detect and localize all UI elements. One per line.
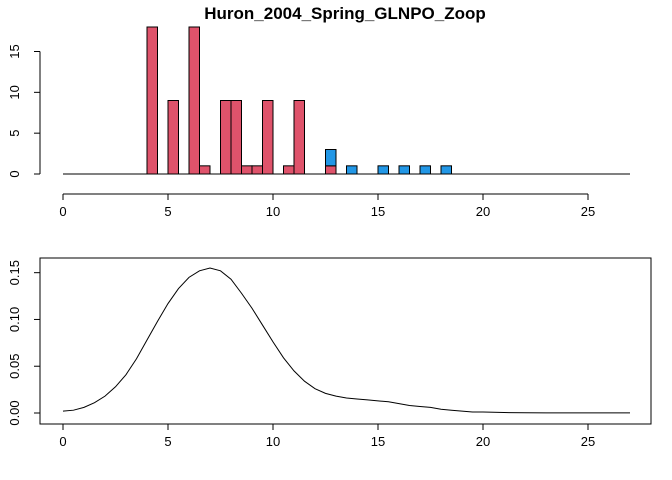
density-x-tick-label: 10 <box>266 434 280 449</box>
bar-s0-2 <box>188 26 200 175</box>
histogram-x-tick-label: 20 <box>476 204 490 219</box>
density-y-tick-label: 0.10 <box>7 307 22 332</box>
density-plot-box <box>39 257 652 425</box>
bar-s0-4 <box>220 100 232 175</box>
bar-s0-1 <box>167 100 179 175</box>
density-x-axis: 0 5 10 15 20 25 <box>59 424 595 449</box>
histogram-y-tick-label: 10 <box>7 85 22 99</box>
bar-s1-0 <box>325 149 337 167</box>
density-x-tick-label: 5 <box>164 434 171 449</box>
bar-s1-2 <box>377 165 389 175</box>
bar-s0-0 <box>146 26 158 175</box>
density-panel: 0.00 0.05 0.10 0.15 0 5 10 15 20 25 <box>7 257 652 449</box>
density-x-tick-label: 15 <box>371 434 385 449</box>
bar-s1-5 <box>440 165 452 175</box>
bar-s0-3 <box>199 165 211 175</box>
bar-s0-8 <box>262 100 274 175</box>
histogram-x-tick-label: 25 <box>581 204 595 219</box>
histogram-x-axis: 0 5 10 15 20 25 <box>59 193 595 219</box>
chart-title: Huron_2004_Spring_GLNPO_Zoop <box>204 4 486 23</box>
histogram-bars <box>146 26 452 175</box>
bar-s0-5 <box>230 100 242 175</box>
density-x-tick-label: 20 <box>476 434 490 449</box>
density-x-tick-label: 0 <box>59 434 66 449</box>
histogram-x-tick-label: 10 <box>266 204 280 219</box>
histogram-y-tick-label: 0 <box>7 170 22 177</box>
density-x-tick-label: 25 <box>581 434 595 449</box>
bar-s0-10 <box>293 100 305 175</box>
histogram-y-tick-label: 5 <box>7 130 22 137</box>
density-y-axis: 0.00 0.05 0.10 0.15 <box>7 260 40 426</box>
histogram-x-tick-label: 15 <box>371 204 385 219</box>
histogram-x-tick-label: 5 <box>164 204 171 219</box>
bar-s0-6 <box>241 165 253 175</box>
histogram-x-tick-label: 0 <box>59 204 66 219</box>
histogram-y-tick-label: 15 <box>7 44 22 58</box>
histogram-y-axis: 0 5 10 15 <box>7 44 41 178</box>
density-curve <box>62 267 630 414</box>
bar-s0-7 <box>251 165 263 175</box>
bar-s0-9 <box>283 165 295 175</box>
bar-s1-1 <box>346 165 358 175</box>
histogram-panel: 0 5 10 15 0 5 10 15 20 25 <box>7 26 630 219</box>
density-y-tick-label: 0.15 <box>7 260 22 285</box>
density-y-tick-label: 0.00 <box>7 400 22 425</box>
bar-s1-3 <box>398 165 410 175</box>
bar-s0-11 <box>325 165 337 175</box>
density-y-tick-label: 0.05 <box>7 354 22 379</box>
bar-s1-4 <box>419 165 431 175</box>
